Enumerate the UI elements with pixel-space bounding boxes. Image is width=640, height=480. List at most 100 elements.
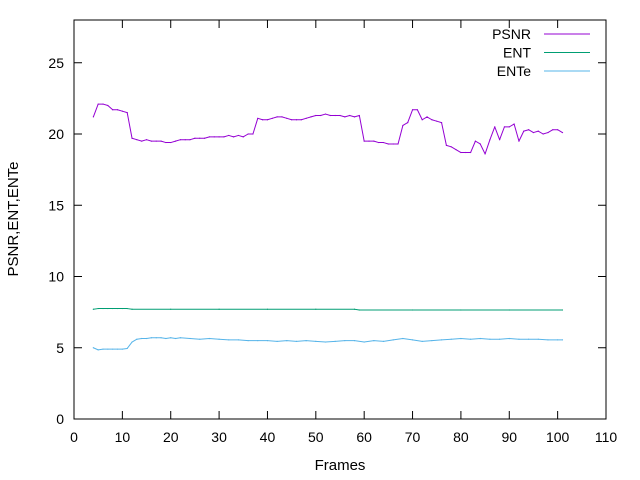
data-point-ent xyxy=(561,309,564,311)
data-point-psnr xyxy=(97,103,99,105)
data-point-ente xyxy=(145,337,148,340)
data-point-ente xyxy=(276,340,278,342)
data-point-ente xyxy=(402,337,404,340)
data-point-ente xyxy=(208,337,211,340)
data-point-psnr xyxy=(436,120,438,122)
x-tick-label: 10 xyxy=(115,429,131,445)
data-point-ente xyxy=(324,341,327,343)
data-point-ente xyxy=(537,338,539,340)
data-point-psnr xyxy=(165,141,167,144)
data-point-ente xyxy=(421,340,423,342)
data-point-ente xyxy=(165,337,167,340)
data-point-ente xyxy=(131,341,133,343)
data-point-psnr xyxy=(368,140,370,142)
data-point-psnr xyxy=(150,140,152,142)
data-point-ent xyxy=(218,308,220,310)
data-point-ente xyxy=(150,337,152,339)
data-point-psnr xyxy=(324,113,327,115)
data-point-psnr xyxy=(382,141,385,144)
plot-frame xyxy=(73,19,607,420)
data-point-psnr xyxy=(426,116,428,118)
y-tick-label: 25 xyxy=(48,55,64,71)
data-point-ente xyxy=(450,338,452,340)
legend-label-ent: ENT xyxy=(503,45,531,61)
data-point-ente xyxy=(126,347,128,350)
data-point-psnr xyxy=(199,137,201,139)
data-point-psnr xyxy=(465,151,467,154)
data-point-ent xyxy=(121,307,123,310)
series-points-ente xyxy=(92,337,564,351)
series-points-ent xyxy=(92,307,564,311)
data-point-psnr xyxy=(141,140,143,142)
data-point-psnr xyxy=(112,109,114,111)
data-point-psnr xyxy=(411,109,414,111)
data-point-ente xyxy=(411,339,414,341)
x-tick-label: 80 xyxy=(453,429,469,445)
data-point-psnr xyxy=(310,116,312,118)
data-point-psnr xyxy=(252,133,254,135)
data-point-ente xyxy=(179,337,181,339)
data-point-ente xyxy=(479,337,481,340)
data-point-psnr xyxy=(358,114,360,117)
data-point-psnr xyxy=(557,129,559,131)
data-point-psnr xyxy=(189,139,191,141)
y-tick-label: 20 xyxy=(48,126,64,142)
data-point-psnr xyxy=(378,141,380,144)
data-point-psnr xyxy=(194,137,196,139)
data-point-psnr xyxy=(431,119,433,121)
series-points-psnr xyxy=(92,103,564,155)
y-axis-title: PSNR,ENT,ENTe xyxy=(5,161,22,276)
data-point-ente xyxy=(305,340,307,342)
data-point-ente xyxy=(136,338,138,340)
data-point-psnr xyxy=(262,119,264,121)
y-axis-ticks: 0 5 10 15 20 25 xyxy=(48,55,606,427)
data-point-ente xyxy=(141,337,143,340)
data-point-ent xyxy=(131,308,133,310)
legend: PSNR ENT ENTe xyxy=(492,26,590,79)
data-point-ente xyxy=(382,340,385,342)
data-point-ente xyxy=(508,337,510,340)
data-point-ent xyxy=(460,309,462,311)
data-point-ent xyxy=(358,309,360,311)
data-point-psnr xyxy=(508,126,510,128)
data-point-ente xyxy=(174,337,177,340)
data-point-psnr xyxy=(513,123,515,125)
data-point-ente xyxy=(315,340,317,342)
data-point-psnr xyxy=(363,140,365,142)
data-point-psnr xyxy=(281,116,283,118)
data-point-ent xyxy=(266,308,269,310)
data-point-ent xyxy=(112,307,114,310)
data-point-ente xyxy=(344,340,346,342)
data-point-ente xyxy=(218,338,220,340)
x-tick-label: 20 xyxy=(163,429,179,445)
data-point-psnr xyxy=(542,133,544,135)
data-point-psnr xyxy=(179,139,181,141)
data-point-psnr xyxy=(315,114,317,117)
x-tick-label: 110 xyxy=(595,429,618,445)
data-point-psnr xyxy=(489,139,491,141)
data-point-psnr xyxy=(223,136,225,138)
data-point-ente xyxy=(257,340,259,342)
data-point-psnr xyxy=(305,117,307,119)
data-point-psnr xyxy=(213,136,215,138)
data-point-psnr xyxy=(455,149,457,151)
x-tick-label: 0 xyxy=(70,429,78,445)
data-point-ente xyxy=(266,340,269,342)
data-point-ente xyxy=(170,337,172,339)
data-point-ente xyxy=(363,341,365,343)
data-point-psnr xyxy=(552,129,554,131)
data-point-psnr xyxy=(121,110,123,112)
plot-border xyxy=(73,19,607,420)
data-point-psnr xyxy=(145,139,148,141)
data-point-psnr xyxy=(387,143,389,145)
data-point-ente xyxy=(97,349,99,351)
data-point-psnr xyxy=(407,122,409,124)
data-point-psnr xyxy=(286,117,288,119)
data-point-ente xyxy=(121,348,123,350)
data-point-ente xyxy=(102,348,104,350)
data-point-psnr xyxy=(203,137,206,139)
x-tick-label: 60 xyxy=(356,429,372,445)
data-point-psnr xyxy=(233,136,235,138)
data-point-ente xyxy=(460,337,462,340)
